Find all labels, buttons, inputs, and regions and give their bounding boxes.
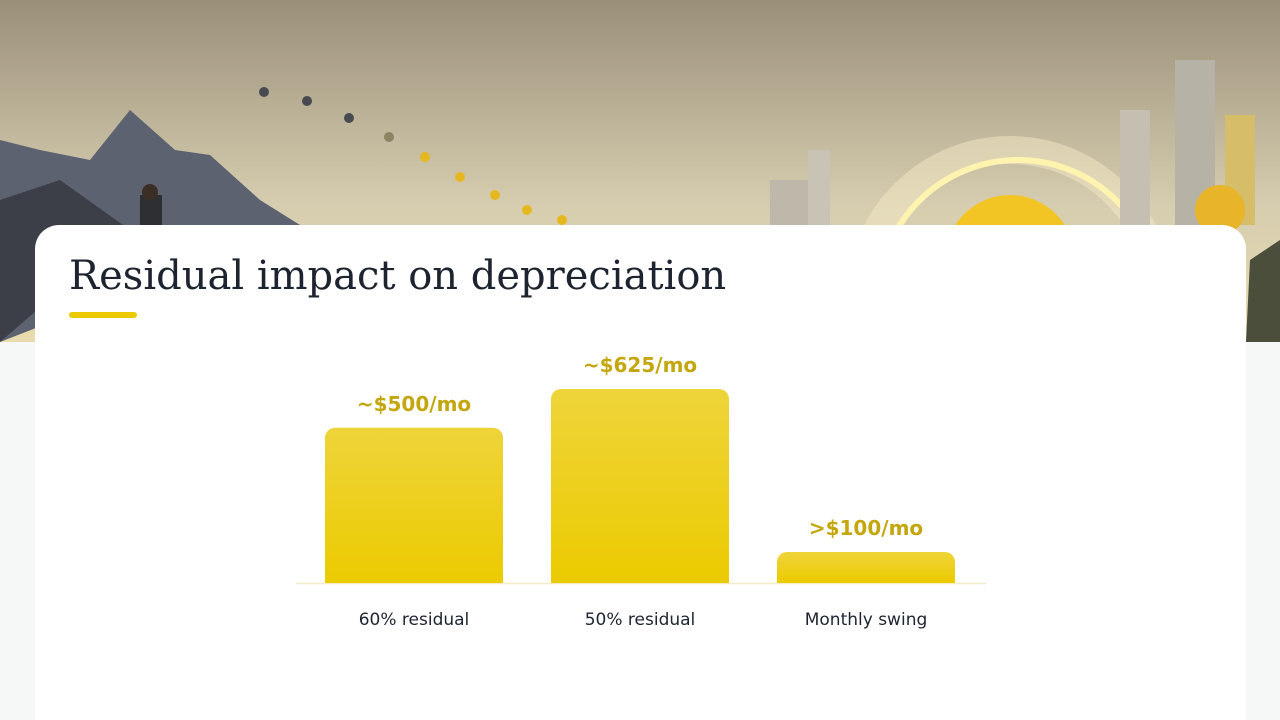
bar <box>551 389 729 583</box>
x-tick-label: 60% residual <box>359 610 470 630</box>
value-label: >$100/mo <box>809 516 923 540</box>
chart-title: Residual impact on depreciation <box>69 253 726 299</box>
value-label: ~$500/mo <box>357 392 471 416</box>
x-tick-label: 50% residual <box>585 610 696 630</box>
bar <box>325 427 503 583</box>
bar <box>777 551 955 583</box>
value-label: ~$625/mo <box>583 353 697 377</box>
x-tick-label: Monthly swing <box>805 610 928 630</box>
title-underline <box>69 312 137 318</box>
